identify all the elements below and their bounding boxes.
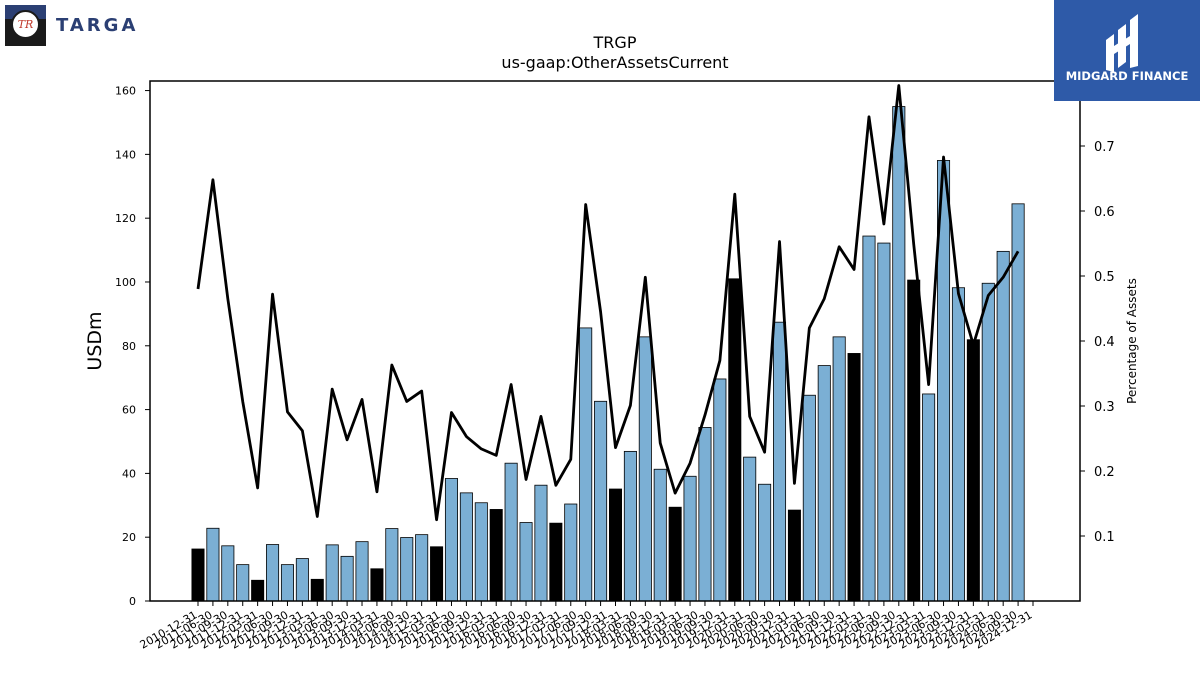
- bar: [474, 502, 488, 602]
- chart-subtitle: us-gaap:OtherAssetsCurrent: [501, 53, 728, 72]
- bar: [608, 488, 623, 602]
- company-logo-text: TARGA: [56, 15, 139, 36]
- bar: [564, 503, 578, 602]
- y-tick-label: 100: [115, 276, 136, 289]
- bar: [922, 393, 936, 602]
- company-logo-mark: TR: [17, 18, 34, 31]
- y2-tick-label: 0.4: [1094, 335, 1115, 350]
- bar: [847, 353, 861, 602]
- bar: [400, 537, 414, 602]
- bar: [594, 400, 608, 602]
- y-tick-label: 120: [115, 212, 136, 225]
- bar: [907, 279, 921, 602]
- bar: [251, 579, 265, 602]
- bar: [758, 483, 772, 602]
- bar: [623, 450, 637, 602]
- y-tick-label: 80: [122, 340, 136, 353]
- bar: [430, 546, 444, 602]
- y-tick-label: 0: [129, 595, 136, 608]
- bar: [981, 282, 995, 602]
- bar: [355, 541, 369, 602]
- y2-tick-label: 0.6: [1094, 205, 1115, 220]
- y-tick-label: 140: [115, 148, 136, 161]
- bar: [444, 478, 458, 602]
- bar: [1011, 203, 1025, 602]
- bar: [519, 522, 533, 602]
- bar: [802, 394, 816, 602]
- bar: [638, 336, 652, 602]
- y2-tick-label: 0.3: [1094, 400, 1115, 415]
- bar: [385, 528, 399, 602]
- bar: [206, 527, 220, 602]
- y-tick-label: 40: [122, 467, 136, 480]
- bar: [325, 544, 339, 602]
- bar: [683, 475, 697, 602]
- chart-title: TRGP: [593, 33, 637, 52]
- bar: [787, 509, 801, 602]
- bar: [668, 506, 682, 602]
- bar: [698, 427, 712, 602]
- bar: [713, 378, 727, 602]
- brand-logo: MIDGARD FINANCE: [1054, 0, 1200, 101]
- bar: [877, 242, 891, 602]
- bar: [340, 555, 354, 602]
- bar-series: [191, 106, 1025, 602]
- bar: [832, 336, 846, 602]
- bar: [951, 287, 965, 602]
- company-logo-icon: TR: [5, 5, 46, 46]
- bar: [728, 278, 742, 602]
- bar: [773, 321, 787, 602]
- bar: [817, 365, 831, 602]
- company-logo: TR TARGA: [5, 5, 138, 46]
- axes: 0 20 40 60 80 100 120 140 160 0.1 0.2 0.3 0.4 0.5 0.6 0…: [115, 75, 1115, 652]
- bar: [310, 578, 324, 602]
- bar: [996, 250, 1010, 602]
- bar: [579, 327, 593, 602]
- y-tick-label: 20: [122, 531, 136, 544]
- y2-tick-label: 0.5: [1094, 270, 1115, 285]
- bar: [415, 534, 429, 602]
- bar: [504, 462, 518, 602]
- bar: [743, 456, 757, 602]
- bar: [280, 564, 294, 602]
- bar: [489, 509, 503, 602]
- bar: [653, 468, 667, 602]
- bar: [892, 106, 906, 602]
- bar: [862, 235, 876, 602]
- bar: [266, 544, 280, 602]
- bar: [459, 492, 473, 602]
- y2-tick-label: 0.7: [1094, 140, 1115, 155]
- y-axis-label: USDm: [84, 311, 106, 370]
- y2-tick-label: 0.2: [1094, 465, 1115, 480]
- line-series: [196, 84, 1020, 522]
- y-tick-label: 60: [122, 404, 136, 417]
- bar: [549, 522, 563, 602]
- bar: [236, 564, 250, 602]
- y2-tick-label: 0.1: [1094, 530, 1115, 545]
- y-tick-label: 160: [115, 85, 136, 98]
- brand-logo-icon: [1106, 14, 1138, 72]
- brand-logo-text: MIDGARD FINANCE: [1065, 69, 1189, 83]
- bar: [295, 558, 309, 602]
- bar: [370, 568, 384, 602]
- bar: [221, 545, 235, 602]
- bar: [534, 484, 548, 602]
- percentage-line: [196, 84, 1020, 522]
- bar: [966, 339, 980, 602]
- bar: [191, 548, 205, 602]
- y2-axis-label: Percentage of Assets: [1125, 278, 1139, 404]
